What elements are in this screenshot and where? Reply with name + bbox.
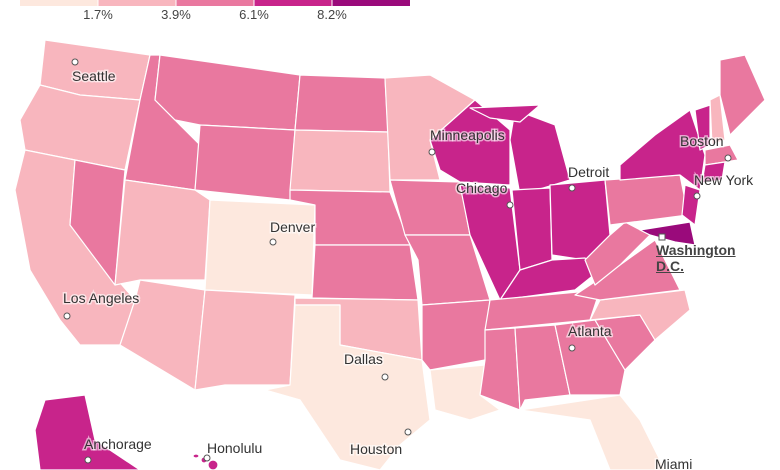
state <box>119 279 206 391</box>
state <box>694 104 711 151</box>
state <box>154 54 301 131</box>
state <box>421 299 491 371</box>
state <box>204 199 316 296</box>
city-dot <box>428 148 436 156</box>
city-label: Detroit <box>568 164 609 180</box>
state <box>719 54 766 136</box>
city-dot <box>71 58 79 66</box>
state <box>619 109 706 191</box>
state <box>34 394 141 470</box>
city-label: Miami <box>655 456 692 470</box>
state <box>264 304 431 470</box>
city-dot <box>506 201 514 209</box>
legend: 1.7% 3.9% 6.1% 8.2% <box>20 0 410 22</box>
state <box>604 174 689 226</box>
city-dot <box>724 154 732 162</box>
legend-swatch <box>254 0 332 6</box>
city-label: Dallas <box>344 351 383 367</box>
legend-label: 3.9% <box>161 7 191 22</box>
state <box>514 324 571 411</box>
state <box>709 94 726 146</box>
city-dot <box>693 192 701 200</box>
state <box>519 394 666 470</box>
city-label: Honolulu <box>207 440 262 456</box>
state <box>469 104 541 123</box>
state <box>509 109 571 196</box>
state <box>289 129 391 193</box>
city-label: Boston <box>680 133 724 149</box>
city-label: Atlanta <box>568 323 612 339</box>
city-label: New York <box>694 172 754 188</box>
city-label: Houston <box>350 441 402 457</box>
city-dot <box>568 184 576 192</box>
state <box>194 124 296 201</box>
city-label: Seattle <box>72 68 116 84</box>
state <box>681 184 701 226</box>
city-dot <box>381 373 389 381</box>
states <box>14 39 766 470</box>
state <box>701 161 726 184</box>
city-dot <box>269 238 277 246</box>
legend-swatch <box>98 0 176 6</box>
city-dot <box>63 312 71 320</box>
state <box>479 327 521 411</box>
city-label: Minneapolis <box>430 127 505 143</box>
legend-swatch <box>332 0 410 6</box>
legend-swatch <box>176 0 254 6</box>
state <box>554 319 626 396</box>
city-dot <box>568 344 576 352</box>
dc-label-box: Washington D.C. <box>656 242 736 274</box>
state <box>429 99 511 186</box>
city-label: Chicago <box>456 180 508 196</box>
state <box>192 453 200 459</box>
capital-marker <box>658 233 666 241</box>
legend-swatch <box>20 0 98 6</box>
cities: Seattle Minneapolis Boston Detroit Chica… <box>62 58 756 470</box>
state <box>499 257 601 301</box>
legend-label: 8.2% <box>317 7 347 22</box>
state <box>194 289 296 391</box>
city-label: Washington D.C. <box>656 242 736 274</box>
legend-label: 6.1% <box>239 7 269 22</box>
city-dot <box>84 456 92 464</box>
city-label: Anchorage <box>84 436 152 452</box>
city-dot <box>404 428 412 436</box>
state <box>311 244 419 301</box>
city-label: Los Angeles <box>63 290 139 306</box>
city-dot <box>203 454 211 462</box>
state <box>114 179 211 286</box>
state <box>639 221 696 246</box>
city-label: Denver <box>270 219 315 235</box>
legend-label: 1.7% <box>83 7 113 22</box>
state <box>294 74 389 133</box>
state <box>207 459 219 470</box>
